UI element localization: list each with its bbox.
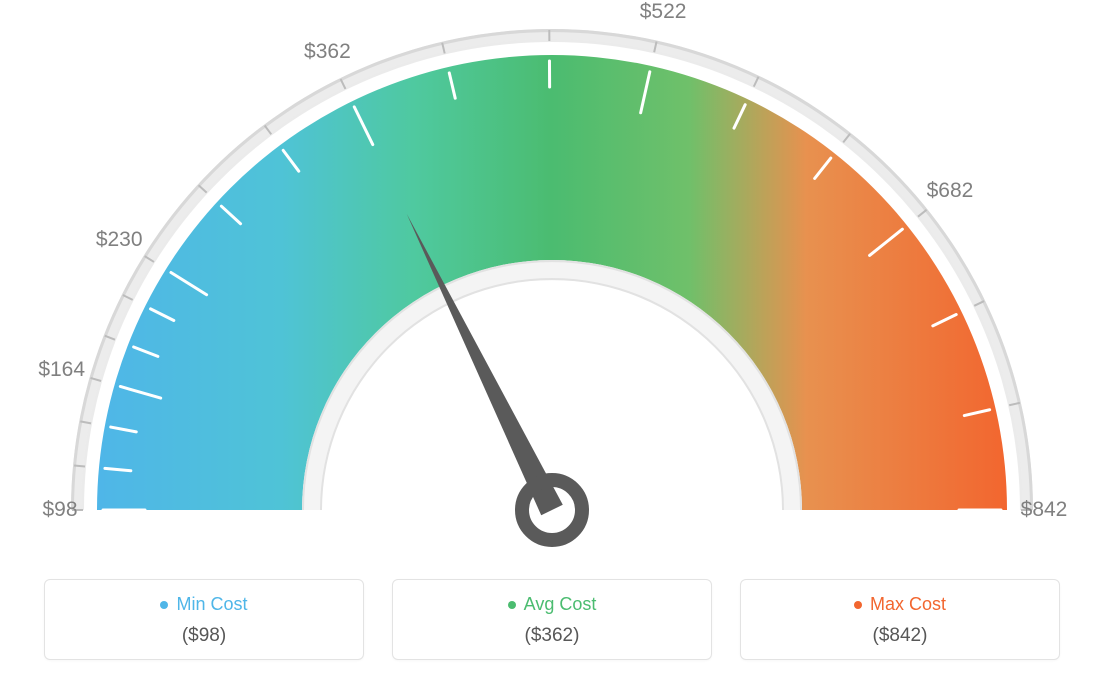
- legend-value: ($362): [403, 625, 701, 647]
- legend-title-max: Max Cost: [854, 594, 946, 615]
- legend-label: Min Cost: [176, 594, 247, 615]
- legend-row: Min Cost ($98) Avg Cost ($362) Max Cost …: [0, 579, 1104, 660]
- legend-title-min: Min Cost: [160, 594, 247, 615]
- legend-card-max: Max Cost ($842): [740, 579, 1060, 660]
- legend-label: Avg Cost: [524, 594, 597, 615]
- gauge-tick-label: $362: [304, 40, 351, 64]
- dot-icon: [854, 601, 862, 609]
- legend-value: ($842): [751, 625, 1049, 647]
- legend-card-avg: Avg Cost ($362): [392, 579, 712, 660]
- gauge-tick-label: $98: [42, 498, 77, 522]
- legend-card-min: Min Cost ($98): [44, 579, 364, 660]
- gauge-area: $98 $164 $230 $362 $522 $682 $842: [0, 0, 1104, 560]
- dot-icon: [160, 601, 168, 609]
- gauge-tick-label: $164: [38, 358, 85, 382]
- cost-gauge-chart: $98 $164 $230 $362 $522 $682 $842 Min Cost ($9…: [0, 0, 1104, 690]
- gauge-tick-label: $522: [640, 0, 687, 24]
- dot-icon: [508, 601, 516, 609]
- gauge-tick-label: $230: [96, 228, 143, 252]
- legend-value: ($98): [55, 625, 353, 647]
- legend-label: Max Cost: [870, 594, 946, 615]
- gauge-tick-label: $682: [927, 179, 974, 203]
- gauge-tick-label: $842: [1021, 498, 1068, 522]
- gauge-svg: [0, 0, 1104, 560]
- legend-title-avg: Avg Cost: [508, 594, 597, 615]
